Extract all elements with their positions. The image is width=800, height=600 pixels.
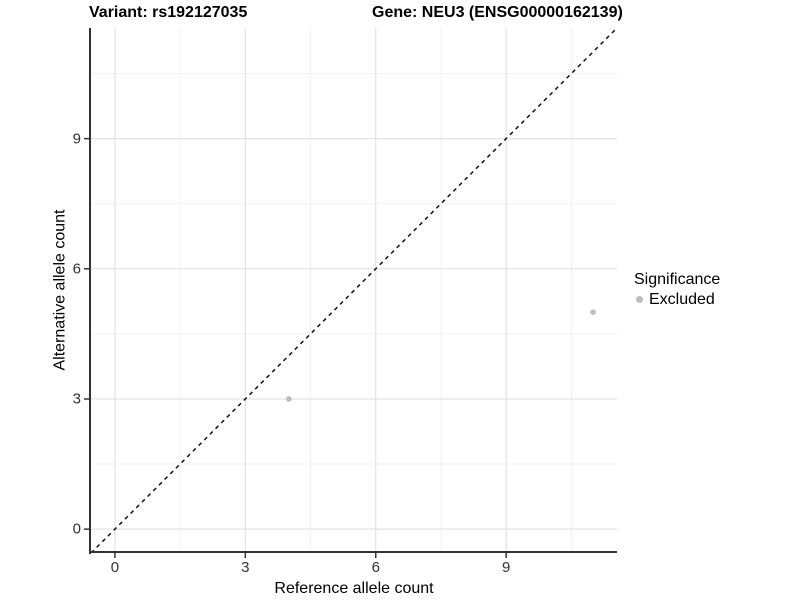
legend-item-excluded: Excluded [634,291,720,308]
plot-title-gene: Gene: NEU3 (ENSG00000162139) [372,4,623,21]
x-tick-label: 0 [110,559,120,576]
data-point [285,396,292,402]
x-tick-label: 6 [371,559,380,576]
legend-item-label: Excluded [649,291,715,308]
y-axis-title: Alternative allele count [51,209,69,371]
x-tick-label: 3 [241,559,250,576]
data-point [590,309,596,315]
x-axis-title: Reference allele count [274,580,434,597]
legend-point-icon [636,296,643,303]
y-tick-label: 9 [72,130,81,148]
y-tick-label: 3 [72,390,81,408]
identity-dashed-line [91,28,617,553]
legend-title: Significance [634,271,721,288]
x-tick-label: 9 [501,559,511,576]
plot-title-variant: Variant: rs192127035 [89,4,248,21]
y-tick-label: 0 [72,520,81,538]
legend: Significance Excluded [634,270,720,308]
y-tick-label: 6 [72,260,81,278]
